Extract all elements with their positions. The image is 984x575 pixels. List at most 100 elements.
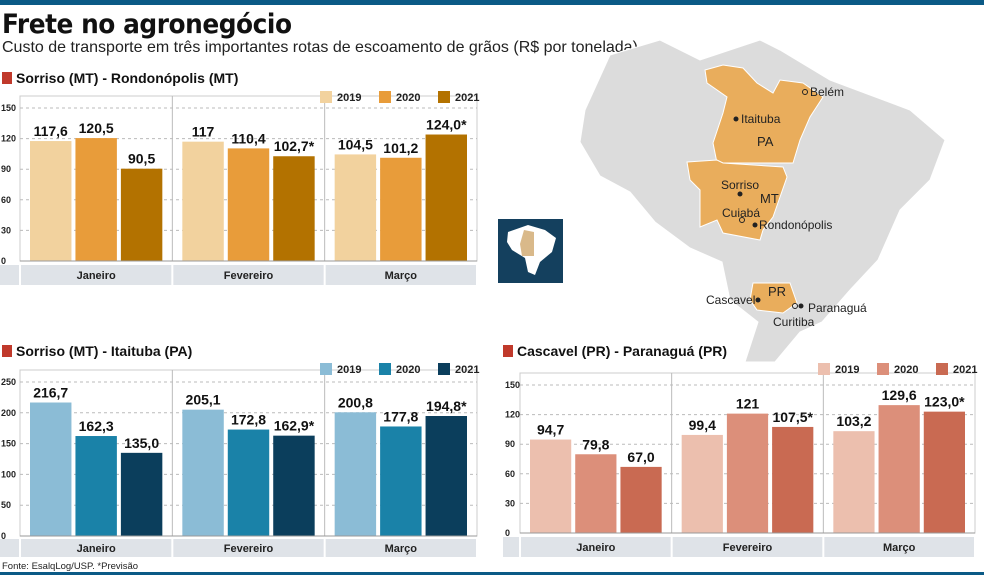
data-label: 135,0: [124, 435, 159, 451]
legend-swatch-2020: [877, 363, 889, 375]
data-label: 94,7: [537, 422, 564, 438]
y-tick-label: 60: [1, 195, 11, 205]
chart-2: 0 50 100 150 200 250 Janeiro 216,7 162,3 135,0 Fev…: [0, 363, 479, 557]
category-band: [325, 539, 476, 557]
category-band: [325, 265, 476, 285]
bar-2020-março: [380, 157, 422, 261]
data-label: 117: [192, 124, 215, 140]
y-tick-label: 50: [1, 500, 11, 510]
y-tick-label: 200: [1, 408, 16, 418]
category-band: [521, 537, 671, 557]
chart-title-2: Sorriso (MT) - Itaituba (PA): [2, 343, 192, 359]
y-tick-label: 90: [1, 164, 11, 174]
data-label: 194,8*: [426, 398, 467, 414]
red-square-icon: [503, 345, 513, 357]
category-label-janeiro: Janeiro: [77, 543, 116, 555]
bar-2020-janeiro: [575, 454, 617, 533]
category-band: [672, 537, 823, 557]
bar-2020-janeiro: [75, 138, 117, 261]
red-square-icon: [2, 72, 12, 84]
category-label-março: Março: [385, 270, 418, 282]
category-band: [173, 539, 324, 557]
bar-2019-janeiro: [30, 402, 72, 536]
bar-2021-março: [923, 411, 965, 533]
bar-2019-fevereiro: [182, 409, 224, 536]
y-tick-label: 250: [1, 377, 16, 387]
legend-label-2019: 2019: [337, 92, 361, 104]
data-label: 124,0*: [426, 117, 467, 133]
bar-2021-janeiro: [120, 168, 163, 261]
category-label-fevereiro: Fevereiro: [723, 542, 773, 554]
legend-swatch-2021: [936, 363, 948, 375]
data-label: 99,4: [689, 417, 716, 433]
data-label: 107,5*: [772, 409, 813, 425]
legend-label-2021: 2021: [455, 364, 479, 376]
category-band: [173, 265, 324, 285]
y-tick-label: 120: [1, 134, 16, 144]
data-label: 102,7*: [274, 138, 315, 154]
chart-1: 0 30 60 90 120 150 Janeiro 117,6 120,5 90,5 Fevere…: [0, 91, 479, 285]
legend-label-2020: 2020: [396, 364, 420, 376]
data-label: 101,2: [383, 140, 418, 156]
bottom-bar: [0, 572, 984, 575]
data-label: 103,2: [836, 413, 871, 429]
data-label: 129,6: [882, 387, 917, 403]
source-note: Fonte: EsalqLog/USP. *Previsão: [2, 561, 139, 572]
bar-2019-fevereiro: [681, 434, 723, 533]
bar-2020-fevereiro: [227, 429, 270, 536]
legend-swatch-2019: [320, 91, 332, 103]
category-band-cell: [0, 539, 19, 557]
legend-swatch-2020: [379, 91, 391, 103]
data-label: 123,0*: [924, 394, 965, 410]
bar-2021-fevereiro: [273, 435, 315, 536]
bar-2019-março: [334, 154, 377, 261]
bar-2019-janeiro: [30, 141, 72, 261]
y-tick-label: 150: [505, 380, 520, 390]
legend-swatch-2019: [320, 363, 332, 375]
category-band: [21, 265, 172, 285]
y-tick-label: 120: [505, 410, 520, 420]
data-label: 162,9*: [274, 418, 315, 434]
bar-2021-fevereiro: [273, 156, 315, 261]
bar-2021-janeiro: [120, 452, 163, 536]
data-label: 79,8: [582, 436, 609, 452]
data-label: 120,5: [79, 120, 114, 136]
category-band-cell: [503, 537, 519, 557]
bar-2019-fevereiro: [182, 141, 224, 261]
y-tick-label: 150: [1, 103, 16, 113]
category-band-cell: [0, 265, 19, 285]
category-label-março: Março: [883, 542, 916, 554]
legend-label-2020: 2020: [396, 92, 420, 104]
y-tick-label: 90: [505, 439, 515, 449]
bar-2021-março: [425, 416, 467, 536]
bar-2020-fevereiro: [726, 413, 769, 533]
legend-label-2019: 2019: [835, 364, 859, 376]
bar-2021-janeiro: [620, 466, 662, 533]
legend-swatch-2021: [438, 91, 450, 103]
y-tick-label: 150: [1, 439, 16, 449]
category-band: [824, 537, 974, 557]
bar-2020-março: [380, 426, 422, 536]
data-label: 90,5: [128, 151, 155, 167]
page-subtitle: Custo de transporte em três importantes …: [2, 39, 638, 56]
y-tick-label: 0: [505, 528, 510, 538]
top-bar: [0, 0, 984, 5]
data-label: 200,8: [338, 394, 373, 410]
page-title: Frete no agronegócio: [2, 9, 292, 40]
bar-2021-fevereiro: [772, 426, 814, 533]
data-label: 177,8: [383, 408, 418, 424]
chart-title-text: Sorriso (MT) - Itaituba (PA): [16, 343, 193, 359]
red-square-icon: [2, 345, 12, 357]
data-label: 121: [736, 396, 760, 412]
chart-title-text: Sorriso (MT) - Rondonópolis (MT): [16, 70, 239, 86]
data-label: 110,4: [231, 130, 265, 146]
y-tick-label: 0: [1, 531, 6, 541]
data-label: 162,3: [79, 418, 114, 434]
bar-2019-março: [334, 412, 377, 536]
data-label: 216,7: [33, 385, 68, 401]
y-tick-label: 0: [1, 256, 6, 266]
legend-label-2020: 2020: [894, 364, 918, 376]
legend-label-2021: 2021: [953, 364, 977, 376]
data-label: 117,6: [34, 123, 68, 139]
